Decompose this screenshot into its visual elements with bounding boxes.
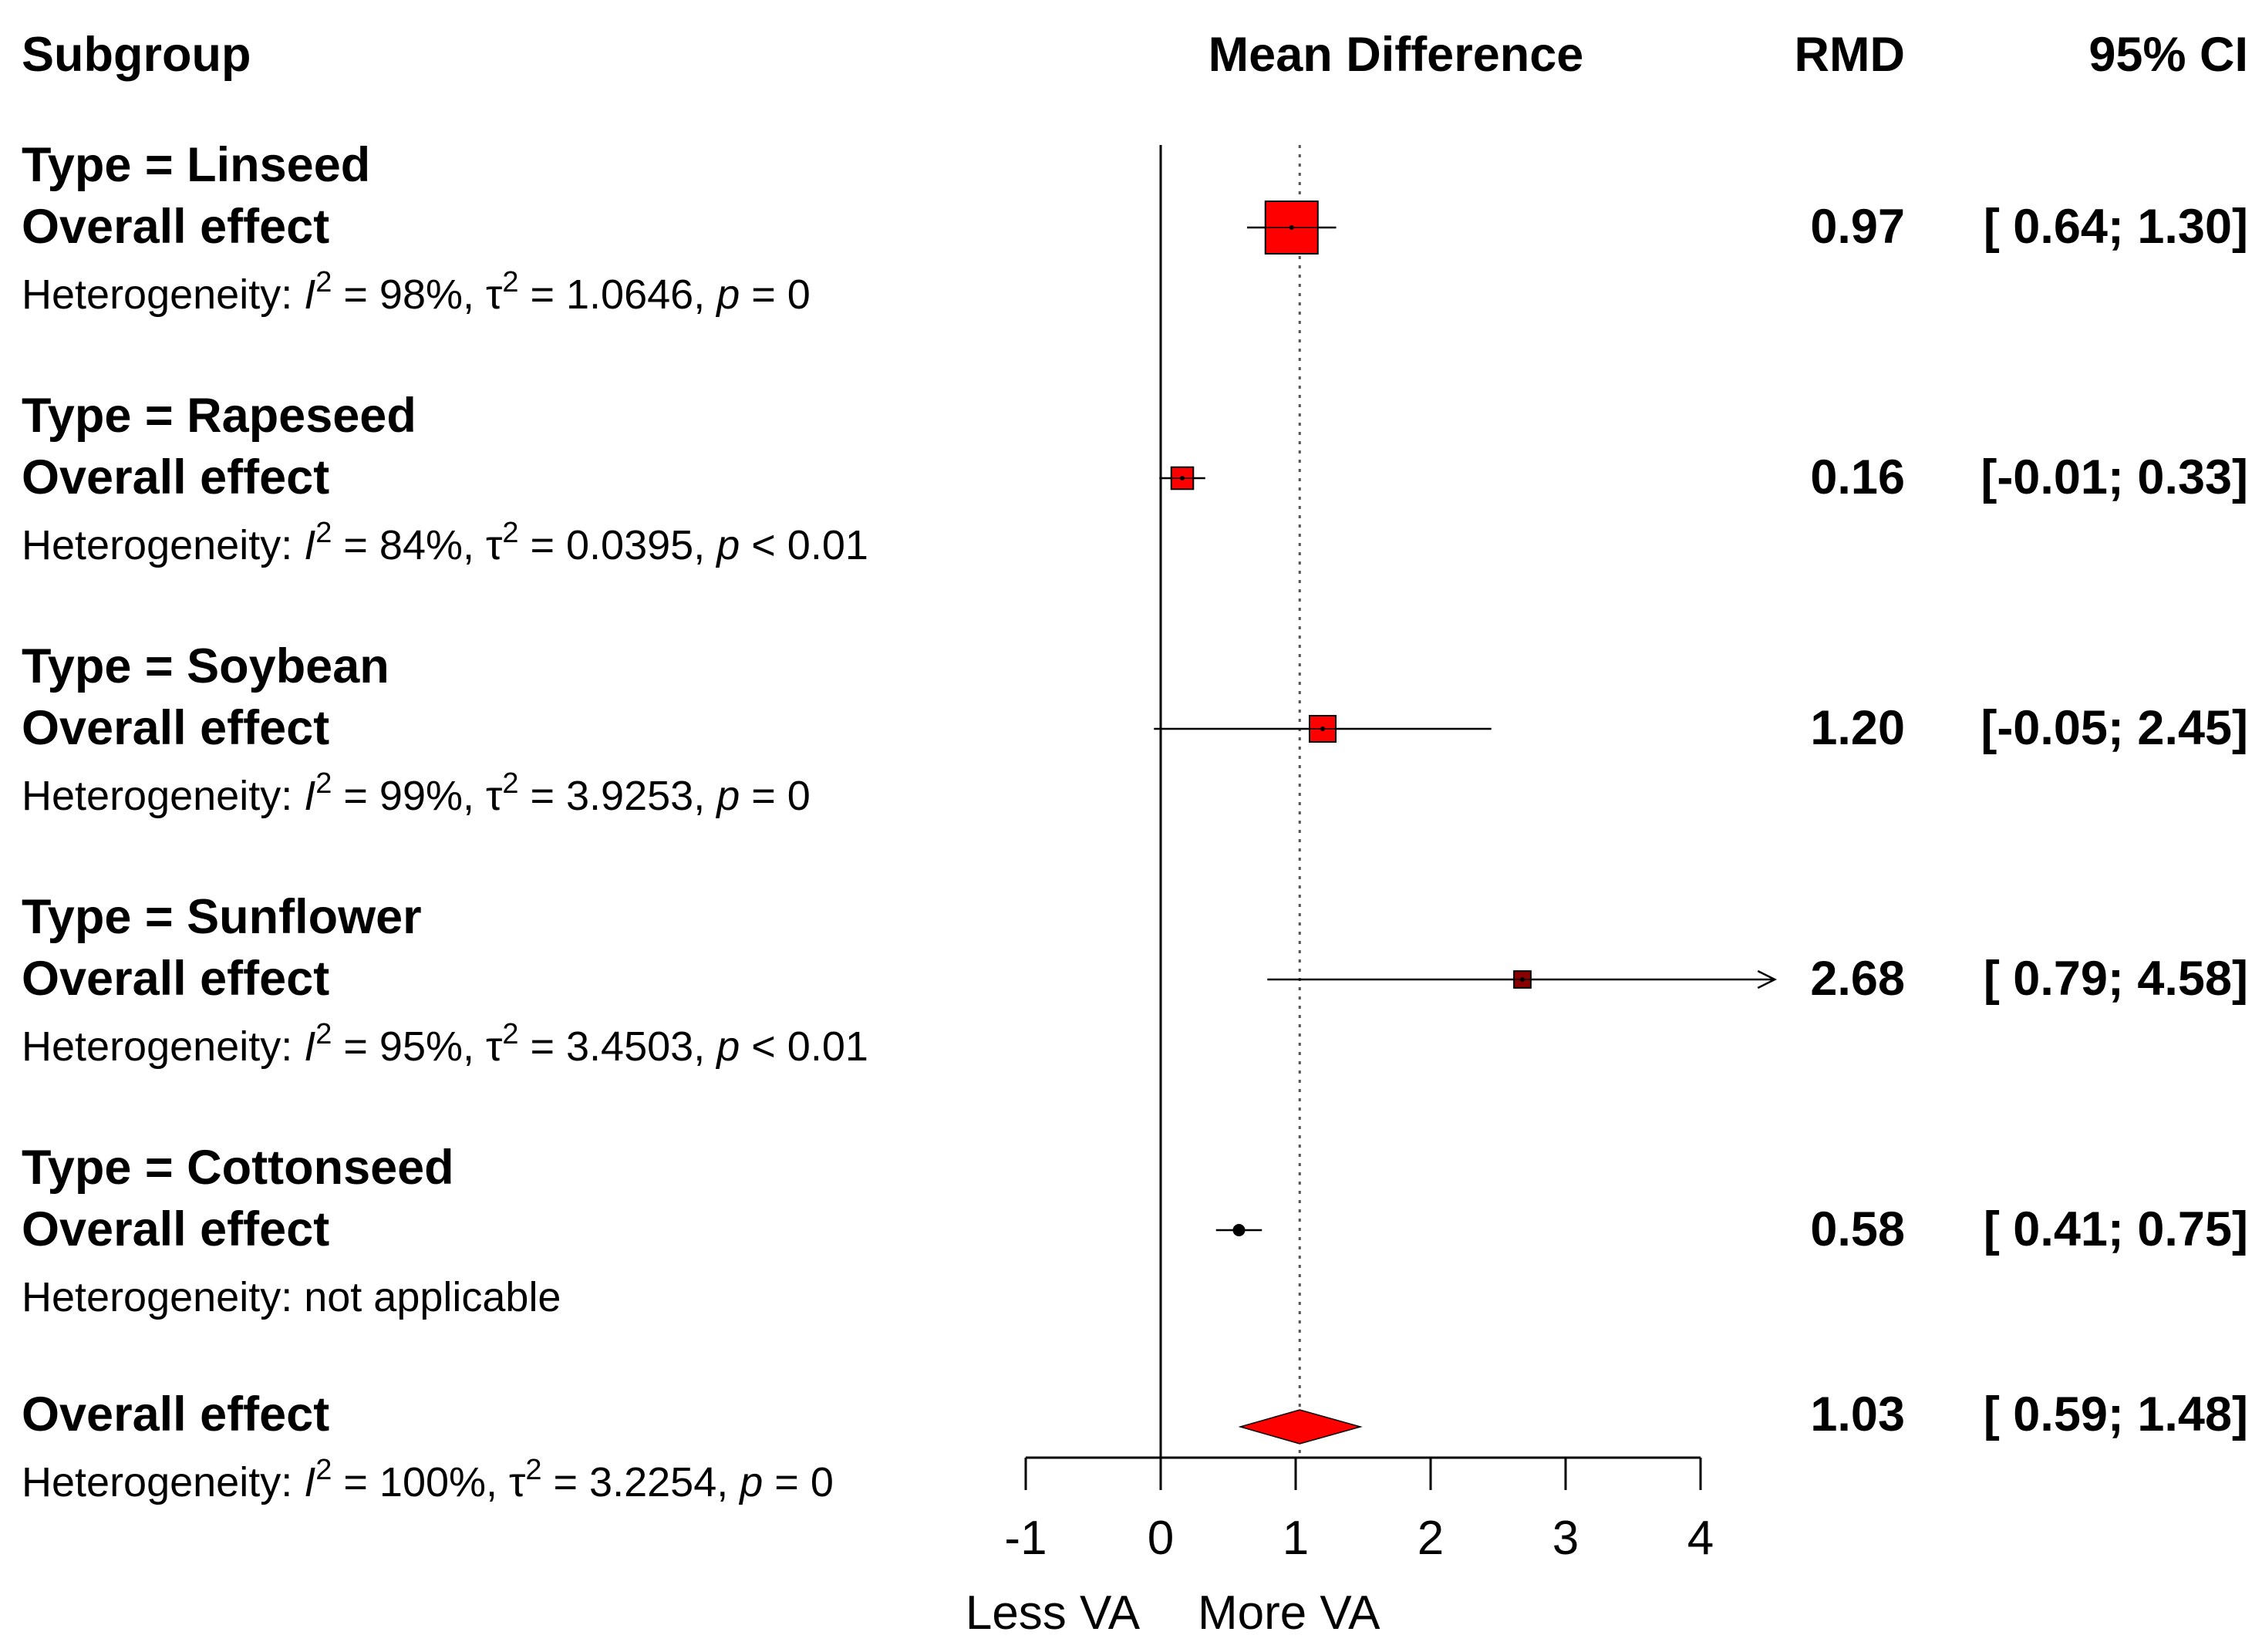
overall-effect-label-total: Overall effect xyxy=(22,1387,329,1441)
subgroup-label-soybean: Type = Soybean xyxy=(22,639,389,693)
subgroup-rows: Type = Linseed Overall effect Heterogeneit… xyxy=(22,138,2248,1505)
x-tick-label-4: 4 xyxy=(1687,1512,1714,1565)
heterogeneity-sunflower: Heterogeneity: I2 = 95%, τ2 = 3.4503, p … xyxy=(22,1018,868,1070)
x-tick-label-3: 3 xyxy=(1552,1512,1579,1565)
rmd-value-sunflower: 2.68 xyxy=(1810,952,1905,1006)
heterogeneity-total: Heterogeneity: I2 = 100%, τ2 = 3.2254, p… xyxy=(22,1454,834,1505)
x-label-more-va: More VA xyxy=(1198,1586,1380,1640)
box-center-rapeseed xyxy=(1180,476,1185,480)
heterogeneity-linseed: Heterogeneity: I2 = 98%, τ2 = 1.0646, p … xyxy=(22,266,811,318)
x-tick-label-0: 0 xyxy=(1148,1512,1174,1565)
rmd-value-cottonseed: 0.58 xyxy=(1810,1202,1905,1256)
header-subgroup: Subgroup xyxy=(22,28,251,82)
rmd-value-soybean: 1.20 xyxy=(1810,701,1905,755)
heterogeneity-soybean: Heterogeneity: I2 = 99%, τ2 = 3.9253, p … xyxy=(22,767,811,819)
subgroup-label-sunflower: Type = Sunflower xyxy=(22,890,422,944)
ci-value-soybean: [-0.05; 2.45] xyxy=(1981,701,2248,755)
overall-effect-label-linseed: Overall effect xyxy=(22,200,329,254)
overall-diamond xyxy=(1238,1409,1363,1445)
x-tick-label-2: 2 xyxy=(1418,1512,1444,1565)
header-ci: 95% CI xyxy=(2088,28,2248,82)
overall-effect-label-soybean: Overall effect xyxy=(22,701,329,755)
overall-effect-label-cottonseed: Overall effect xyxy=(22,1202,329,1256)
ci-arrow-sunflower xyxy=(1757,969,1778,990)
x-axis: -1 0 1 2 3 4 Less VA More VA xyxy=(966,1456,1714,1640)
box-center-linseed xyxy=(1289,225,1294,230)
subgroup-label-linseed: Type = Linseed xyxy=(22,138,370,192)
ci-value-sunflower: [ 0.79; 4.58] xyxy=(1984,952,2248,1006)
x-tick-label--1: -1 xyxy=(1004,1512,1047,1565)
ci-value-linseed: [ 0.64; 1.30] xyxy=(1984,200,2248,254)
x-tick-label-1: 1 xyxy=(1283,1512,1309,1565)
plot-marks xyxy=(1154,145,1778,1458)
box-center-sunflower xyxy=(1520,977,1525,982)
ci-value-cottonseed: [ 0.41; 0.75] xyxy=(1984,1202,2248,1256)
subgroup-label-rapeseed: Type = Rapeseed xyxy=(22,389,416,443)
subgroup-label-cottonseed: Type = Cottonseed xyxy=(22,1141,454,1195)
box-center-soybean xyxy=(1320,727,1325,731)
overall-effect-label-rapeseed: Overall effect xyxy=(22,450,329,504)
heterogeneity-cottonseed: Heterogeneity: not applicable xyxy=(22,1274,561,1320)
ci-value-total: [ 0.59; 1.48] xyxy=(1984,1387,2248,1441)
heterogeneity-rapeseed: Heterogeneity: I2 = 84%, τ2 = 0.0395, p … xyxy=(22,517,868,568)
header-rmd: RMD xyxy=(1795,28,1905,82)
ci-value-rapeseed: [-0.01; 0.33] xyxy=(1981,450,2248,504)
overall-effect-label-sunflower: Overall effect xyxy=(22,952,329,1006)
rmd-value-rapeseed: 0.16 xyxy=(1810,450,1905,504)
rmd-value-total: 1.03 xyxy=(1810,1387,1905,1441)
x-label-less-va: Less VA xyxy=(966,1586,1141,1640)
header-mean-difference: Mean Difference xyxy=(1209,28,1584,82)
point-estimate-cottonseed xyxy=(1232,1224,1246,1236)
rmd-value-linseed: 0.97 xyxy=(1810,200,1905,254)
